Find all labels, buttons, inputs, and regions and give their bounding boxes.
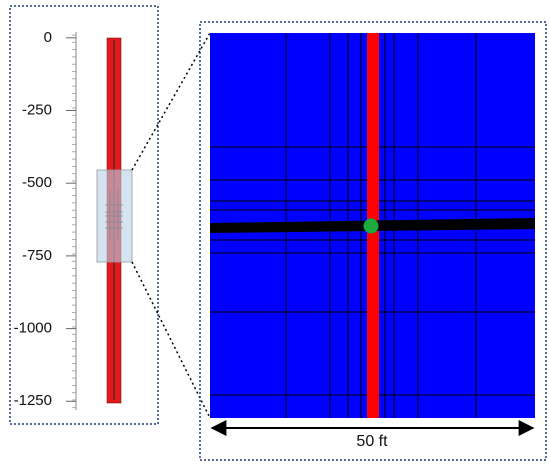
y-tick-label: 0 (44, 29, 52, 46)
intersection-point (363, 218, 379, 234)
zoom-connector (131, 32, 211, 171)
y-tick-label: -500 (22, 174, 52, 191)
y-tick-label: -750 (22, 247, 52, 264)
left-frame (9, 5, 159, 425)
right-frame (199, 21, 547, 461)
minor-ticks (72, 34, 76, 408)
y-tick-label: -1250 (14, 392, 52, 409)
zoom-region (96, 169, 133, 263)
y-tick-label: -1000 (14, 320, 52, 337)
y-tick-label: -250 (22, 101, 52, 118)
zoom-connector (131, 261, 211, 419)
scale-label: 50 ft (356, 433, 388, 450)
